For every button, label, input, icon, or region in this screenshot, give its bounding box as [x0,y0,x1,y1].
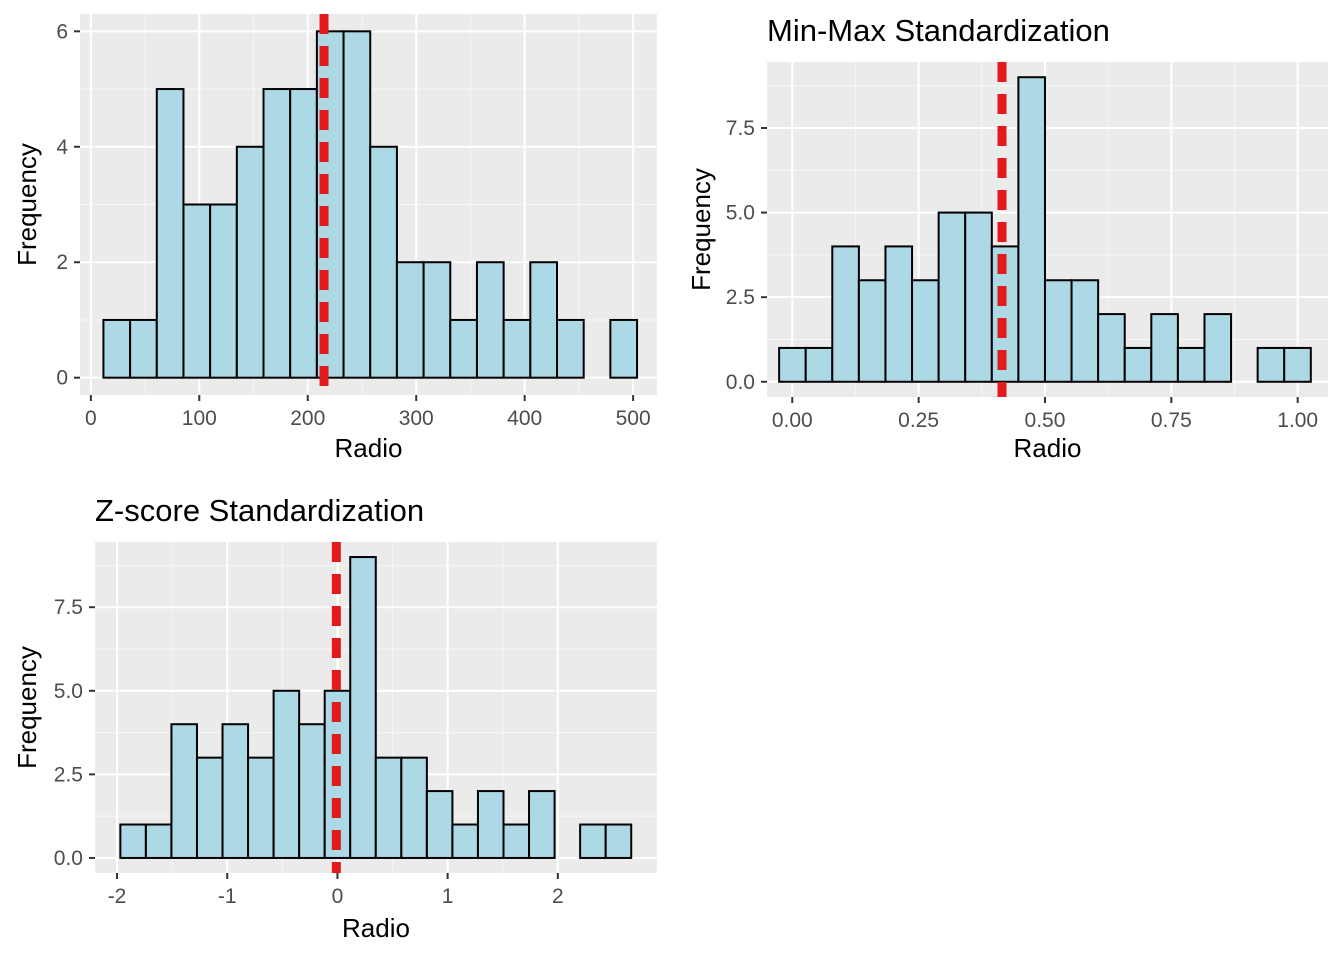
histogram-bar [247,756,275,859]
y-tick-label: 0.0 [726,371,755,394]
histogram-bar [502,318,532,379]
y-tick-label: 5.0 [726,202,755,225]
histogram-bar [1123,346,1153,383]
y-tick-label: 4 [56,136,68,159]
histogram-bar [804,346,834,383]
histogram-bar [170,723,198,859]
histogram-bar [579,823,607,859]
histogram-bar [195,756,224,859]
histogram-bar [298,723,326,859]
histogram-bar [349,556,377,859]
histogram-bar [422,261,452,379]
histogram-bar [528,790,556,859]
x-tick-label: 0 [85,407,97,430]
histogram-bar [476,790,505,859]
histogram-bar [857,279,887,383]
histogram-bar [182,203,212,379]
histogram-bar [451,823,479,859]
chart-3: -2 -1 0 1 2 0.0 2.5 5.0 7.5 Radio Frequency Z-score… [12,493,657,943]
histogram-bar [884,245,914,383]
y-tick-label: 2 [56,251,68,274]
x-axis-title: Radio [335,433,403,463]
histogram-bar [964,211,993,383]
x-tick-label: 100 [182,407,217,430]
x-tick-label: 0.50 [1025,409,1066,432]
histogram-bar [144,823,173,859]
histogram-bar [289,88,318,379]
x-axis-title: Radio [342,913,410,943]
histogram-bar [119,823,147,859]
histogram-bar [1070,279,1100,383]
histogram-bar [129,318,158,379]
histogram-bar [529,261,559,379]
histogram-bar [556,318,585,379]
chart-2: 0.00 0.25 0.50 0.75 1.00 0.0 2.5 5.0 7.5 Radio Fre… [686,13,1328,463]
histogram-bar [209,203,238,379]
histogram-bar [102,318,132,379]
chart-title: Z-score Standardization [95,493,424,528]
y-tick-label: 5.0 [54,680,83,703]
y-tick-label: 6 [56,20,68,43]
histogram-bar [475,261,505,379]
histogram-bar [374,756,403,859]
histogram-bar [609,318,639,379]
histogram-bar [155,88,185,379]
histogram-bar [502,823,531,859]
x-tick-label: 0.25 [898,409,939,432]
histogram-bar [778,346,807,383]
histogram-bar [449,318,478,379]
x-tick-label: -1 [218,885,237,908]
y-tick-label: 0 [56,367,68,390]
y-tick-label: 2.5 [54,763,83,786]
x-tick-label: 2 [552,885,564,908]
y-tick-label: 7.5 [54,596,83,619]
histogram-bar [911,279,940,383]
histogram-bar [1150,313,1179,383]
histogram-bar [262,88,292,379]
chart-1: 0 100 200 300 400 500 0 2 4 6 Radio Frequency [12,14,657,463]
x-tick-label: 0 [332,885,344,908]
x-tick-label: 200 [290,407,325,430]
y-tick-label: 7.5 [726,117,755,140]
histogram-bar [1283,346,1312,383]
y-axis-title: Frequency [12,143,42,266]
y-axis-title: Frequency [12,646,42,769]
histogram-bar [1043,279,1073,383]
y-axis-title: Frequency [686,168,716,291]
histogram-bar [235,145,265,379]
x-tick-label: 0.00 [772,409,813,432]
x-tick-label: 400 [507,407,542,430]
histogram-bar [1176,346,1206,383]
histogram-bar [937,211,967,383]
histogram-bar [1017,76,1046,383]
chart-title: Min-Max Standardization [767,13,1110,48]
histogram-bar [272,689,301,859]
x-axis-title: Radio [1014,433,1082,463]
histogram-bar [400,756,428,859]
x-tick-label: 300 [399,407,434,430]
x-tick-label: 1 [442,885,454,908]
x-tick-label: 1.00 [1277,409,1318,432]
y-tick-label: 2.5 [726,286,755,309]
histogram-bar [831,245,860,383]
histogram-bar [425,790,454,859]
histogram-bar [1203,313,1233,383]
histogram-bar [604,823,633,859]
y-tick-label: 0.0 [54,847,83,870]
histogram-bar [1256,346,1286,383]
histogram-bar [342,30,372,379]
histogram-bar [369,145,398,379]
histogram-bar [1097,313,1126,383]
x-tick-label: -2 [108,885,127,908]
histogram-bar [221,723,250,859]
histogram-bar [395,261,425,379]
x-tick-label: 500 [616,407,651,430]
x-tick-label: 0.75 [1151,409,1192,432]
